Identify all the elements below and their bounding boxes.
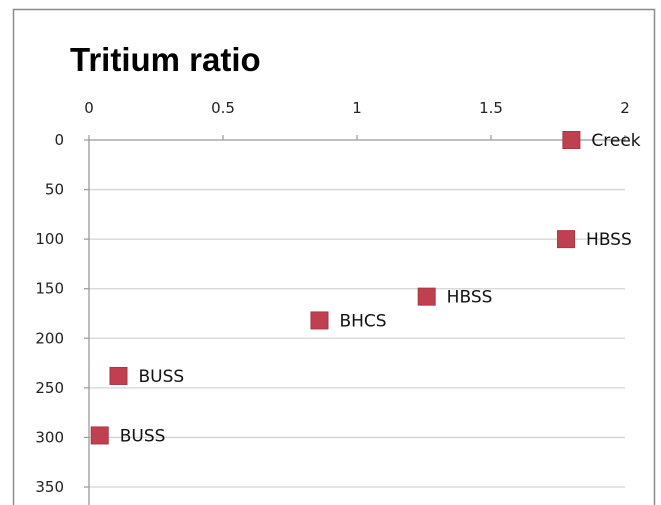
data-point xyxy=(90,426,109,445)
data-label: HBSS xyxy=(447,288,493,308)
data-points xyxy=(90,131,581,445)
chart-area-border xyxy=(12,8,656,505)
data-point xyxy=(109,366,128,385)
x-tick-label: 0.5 xyxy=(211,99,235,117)
data-label: BHCS xyxy=(339,311,386,331)
y-tick-label: 150 xyxy=(35,280,64,298)
y-tick-label: 250 xyxy=(35,379,64,397)
data-point xyxy=(562,131,581,149)
data-labels: Creek HBSS HBSS BHCS BUSS BUSS xyxy=(120,131,641,446)
data-point xyxy=(417,287,436,306)
data-label: Creek xyxy=(591,131,640,151)
y-tick-label: 0 xyxy=(54,131,64,149)
x-tick-label: 1.5 xyxy=(479,99,503,117)
data-label: BUSS xyxy=(120,426,166,446)
data-label: BUSS xyxy=(138,367,184,387)
x-tick-label: 1 xyxy=(352,99,362,117)
y-tick-label: 350 xyxy=(35,478,64,496)
y-tick-label: 200 xyxy=(35,329,64,347)
y-tick-label: 100 xyxy=(35,230,64,248)
tick-labels: 0 50 100 150 200 250 300 350 0 0.5 1 1.5 2 xyxy=(35,99,629,496)
y-tick-label: 300 xyxy=(35,428,64,446)
data-label: HBSS xyxy=(586,230,632,250)
data-point xyxy=(310,311,329,330)
axes xyxy=(84,135,626,505)
y-tick-label: 50 xyxy=(45,181,64,199)
chart-title: Tritium ratio xyxy=(70,41,261,78)
data-point xyxy=(557,230,576,249)
gridlines xyxy=(89,188,625,488)
x-tick-label: 0 xyxy=(84,99,94,117)
x-tick-label: 2 xyxy=(620,99,630,117)
